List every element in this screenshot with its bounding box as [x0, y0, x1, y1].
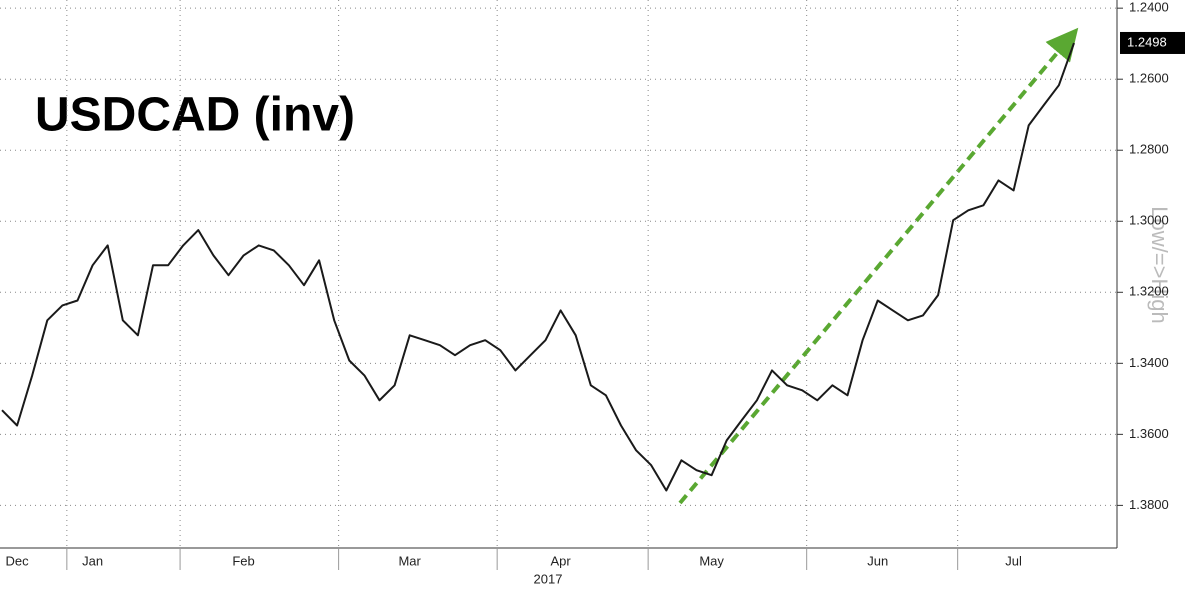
x-tick-label: Jun — [867, 553, 888, 568]
y-tick-label: 1.3400 — [1129, 355, 1169, 370]
y-tick-label: 1.3800 — [1129, 497, 1169, 512]
x-tick-label: Jul — [1005, 553, 1022, 568]
last-price-box — [1120, 31, 1185, 54]
x-tick-label: Feb — [232, 553, 254, 568]
x-tick-label: Jan — [82, 553, 103, 568]
x-tick-label: Dec — [6, 553, 30, 568]
plot-area — [0, 0, 1117, 548]
y-tick-label: 1.2800 — [1129, 142, 1169, 157]
last-price-label: 1.2498 — [1127, 34, 1167, 49]
y-tick-label: 1.2600 — [1129, 71, 1169, 86]
series-line — [1, 42, 1075, 492]
chart-title: USDCAD (inv) — [35, 89, 355, 142]
y-axis-label: Low/=>High — [1147, 206, 1172, 323]
y-tick-label: 1.2400 — [1129, 0, 1169, 15]
y-tick-label: 1.3200 — [1129, 284, 1169, 299]
y-tick-label: 1.3600 — [1129, 426, 1169, 441]
x-tick-label: May — [699, 553, 724, 568]
trend-arrow — [678, 27, 1079, 505]
y-tick-label: 1.3000 — [1129, 213, 1169, 228]
year-label: 2017 — [534, 571, 563, 586]
x-tick-label: Mar — [398, 553, 421, 568]
x-tick-label: Apr — [551, 553, 572, 568]
